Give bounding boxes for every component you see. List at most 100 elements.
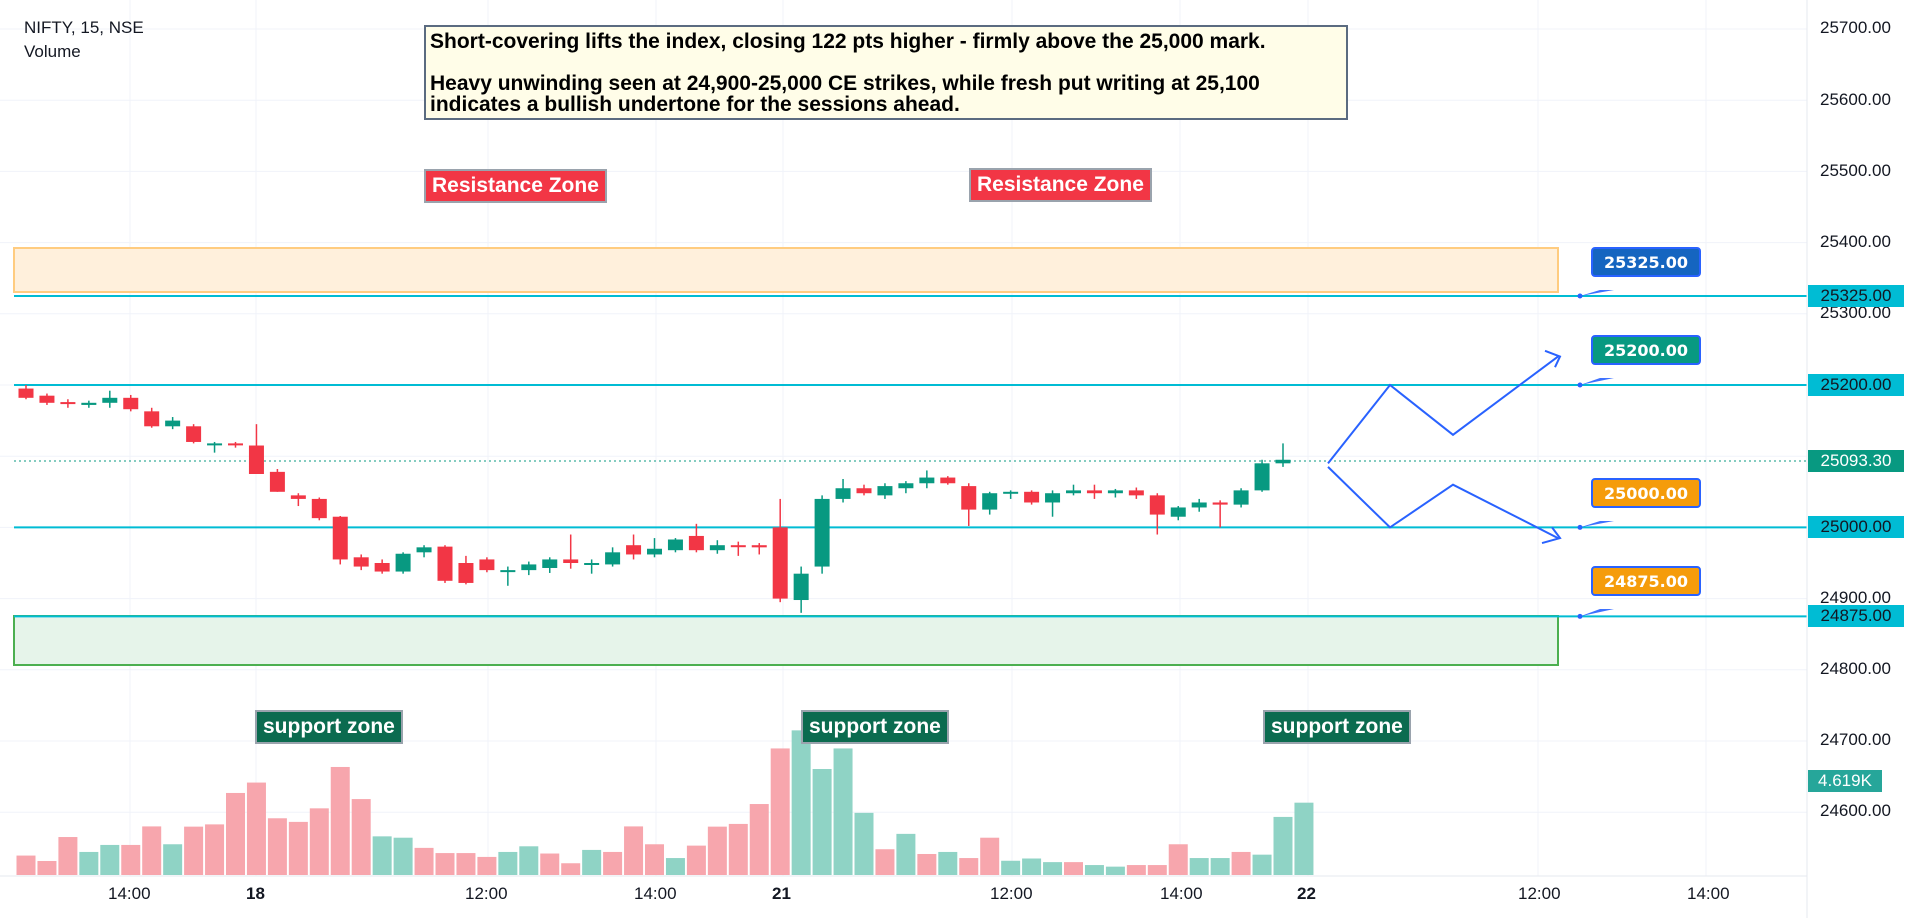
support-zone-label-1[interactable]: support zone	[255, 710, 403, 744]
volume-bar	[665, 858, 685, 875]
volume-legend[interactable]: Volume	[24, 42, 81, 61]
volume-bar	[498, 851, 518, 875]
price-tick: 24700.00	[1820, 730, 1891, 749]
volume-badge: 4.619K	[1808, 770, 1882, 792]
volume-bar	[477, 856, 497, 875]
price-tick: 24900.00	[1820, 588, 1891, 607]
time-tick: 14:00	[634, 884, 677, 903]
bearish-path-arrow	[1327, 466, 1559, 539]
arrow-head	[1544, 349, 1562, 368]
volume-bar	[1273, 816, 1293, 875]
candle-body	[248, 445, 264, 474]
volume-bar	[205, 824, 225, 875]
candle-body	[521, 564, 537, 571]
candle-body	[144, 411, 160, 427]
volume-bar	[1189, 858, 1209, 875]
candle-body	[374, 563, 390, 572]
volume-bar	[561, 863, 581, 875]
volume-bar	[1147, 865, 1167, 875]
callout-25200[interactable]: 25200.00	[1591, 335, 1701, 365]
volume-bar	[184, 826, 204, 875]
candle-body	[605, 552, 621, 565]
arrow-head	[1541, 526, 1562, 545]
volume-bar	[79, 851, 99, 875]
callout-pointers	[1577, 290, 1614, 619]
volume-bar	[770, 748, 790, 875]
volume-bar	[645, 844, 664, 875]
volume-bar	[519, 846, 539, 875]
callout-pointer	[1580, 378, 1614, 385]
volume-bars	[16, 730, 1314, 875]
resistance-zone-label-2[interactable]: Resistance Zone	[969, 168, 1152, 202]
candlesticks	[18, 385, 1291, 613]
time-tick: 14:00	[1687, 884, 1730, 903]
commentary-note[interactable]: Short-covering lifts the index, closing …	[424, 25, 1348, 120]
volume-bar	[1294, 802, 1314, 875]
candle-body	[1212, 502, 1228, 505]
candle-body	[856, 488, 872, 494]
price-badge-last: 25093.30	[1808, 450, 1904, 472]
candle-body	[1254, 463, 1270, 491]
candle-body	[311, 498, 327, 519]
volume-bar	[896, 833, 916, 875]
volume-bar	[540, 853, 560, 875]
candle-body	[458, 563, 474, 583]
symbol-legend: NIFTY, 15, NSE Volume	[24, 16, 144, 64]
volume-bar	[1043, 862, 1063, 875]
candle-body	[123, 397, 139, 410]
candle-body	[60, 402, 76, 405]
price-tick: 25400.00	[1820, 232, 1891, 251]
volume-bar	[37, 860, 57, 875]
level-lines	[14, 295, 1807, 618]
candle-body	[730, 545, 746, 548]
candle-body	[353, 557, 369, 567]
price-badge-25200: 25200.00	[1808, 374, 1904, 396]
volume-bar	[309, 808, 329, 875]
volume-bar	[16, 855, 36, 875]
volume-bar	[791, 730, 811, 875]
candle-body	[1275, 459, 1291, 464]
candle-body	[39, 395, 55, 403]
projection-arrows	[1327, 349, 1562, 545]
volume-bar	[1231, 851, 1251, 875]
resistance-zone-band	[13, 247, 1559, 293]
candle-body	[479, 559, 495, 571]
callout-anchor	[1577, 613, 1583, 619]
volume-bar	[1210, 858, 1230, 875]
candle-body	[332, 516, 348, 560]
candle-body	[207, 443, 223, 446]
callout-25325[interactable]: 25325.00	[1591, 247, 1701, 277]
volume-bar	[1168, 844, 1188, 875]
volume-bar	[749, 804, 769, 875]
symbol-ticker[interactable]: NIFTY, 15, NSE	[24, 18, 144, 37]
volume-bar	[393, 837, 413, 875]
price-badge-25000: 25000.00	[1808, 516, 1904, 538]
volume-bar	[707, 826, 727, 875]
time-tick: 12:00	[990, 884, 1033, 903]
volume-bar	[1064, 862, 1083, 875]
callout-24875[interactable]: 24875.00	[1591, 566, 1701, 596]
candle-body	[542, 559, 558, 568]
time-tick: 12:00	[465, 884, 508, 903]
volume-bar	[456, 853, 476, 875]
volume-bar	[246, 782, 266, 875]
price-tick: 25500.00	[1820, 161, 1891, 180]
support-zone-label-3[interactable]: support zone	[1263, 710, 1411, 744]
candle-body	[709, 545, 725, 551]
volume-bar	[603, 851, 623, 875]
support-zone-label-2[interactable]: support zone	[801, 710, 949, 744]
candle-body	[1128, 490, 1144, 496]
note-line-1: Short-covering lifts the index, closing …	[430, 30, 1266, 53]
price-tick: 25300.00	[1820, 303, 1891, 322]
candle-body	[982, 493, 998, 510]
callout-25000[interactable]: 25000.00	[1591, 478, 1701, 508]
callout-pointer	[1580, 609, 1614, 617]
candle-body	[1066, 490, 1081, 494]
candle-body	[835, 488, 851, 499]
candle-body	[81, 402, 97, 405]
time-tick: 14:00	[108, 884, 151, 903]
volume-bar	[812, 769, 832, 875]
resistance-zone-label-1[interactable]: Resistance Zone	[424, 169, 607, 203]
candle-body	[667, 539, 683, 551]
time-tick: 18	[246, 884, 265, 903]
